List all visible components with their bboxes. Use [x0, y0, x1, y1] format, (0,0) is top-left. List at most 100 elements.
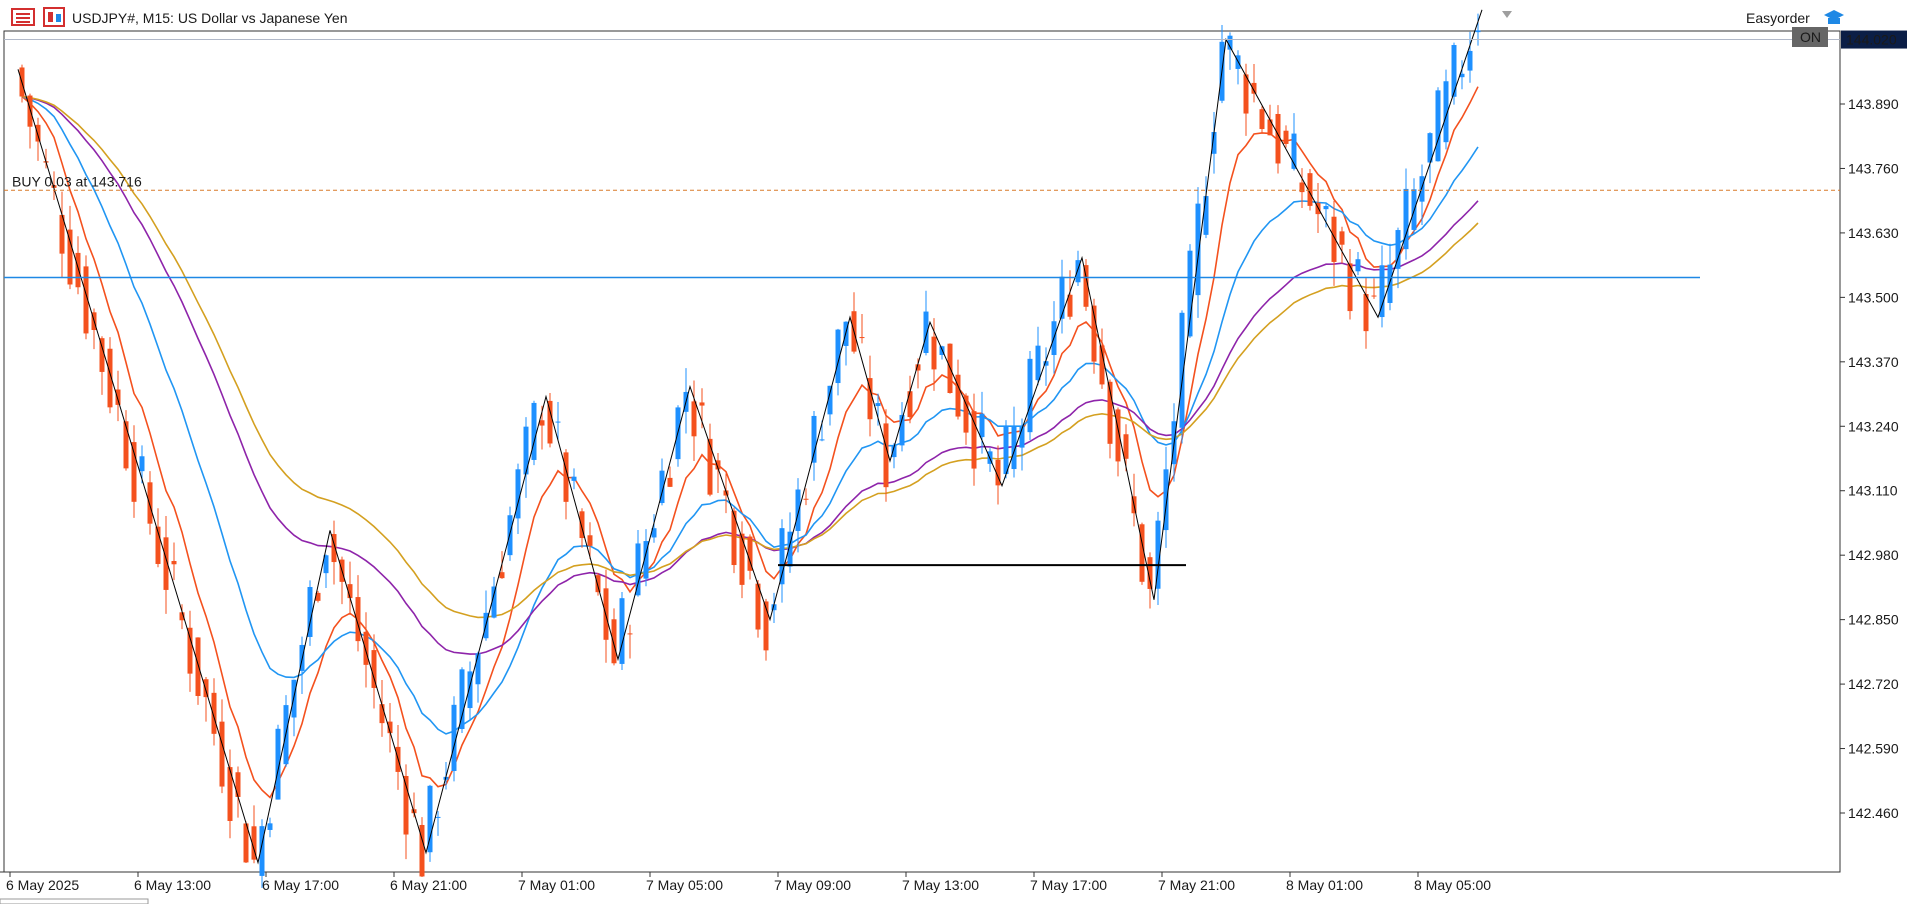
candle-body[interactable]	[1163, 469, 1169, 531]
candle-body[interactable]	[1451, 45, 1457, 97]
candle-body[interactable]	[819, 439, 825, 441]
candle-body[interactable]	[579, 511, 585, 539]
candle-body[interactable]	[1355, 259, 1361, 272]
candle-body[interactable]	[787, 531, 793, 567]
candle-body[interactable]	[99, 338, 105, 372]
candle-body[interactable]	[331, 534, 337, 563]
candle-body[interactable]	[955, 374, 961, 417]
candle-body[interactable]	[347, 584, 353, 599]
candle-body[interactable]	[219, 721, 225, 787]
candle-body[interactable]	[643, 541, 649, 579]
candle-body[interactable]	[891, 445, 897, 458]
candle-body[interactable]	[251, 826, 257, 860]
candle-body[interactable]	[587, 535, 593, 546]
candle-body[interactable]	[1227, 35, 1233, 50]
candle-body[interactable]	[1123, 434, 1129, 459]
candle-body[interactable]	[1459, 73, 1465, 78]
candle-body[interactable]	[931, 336, 937, 370]
candle-body[interactable]	[315, 592, 321, 601]
candle-body[interactable]	[539, 420, 545, 426]
candle-body[interactable]	[899, 414, 905, 446]
candle-body[interactable]	[435, 816, 441, 818]
candle-body[interactable]	[1067, 294, 1073, 317]
candle-body[interactable]	[659, 470, 665, 504]
candle-body[interactable]	[427, 785, 433, 853]
candle-body[interactable]	[59, 214, 65, 254]
candle-body[interactable]	[1259, 109, 1265, 130]
candle-body[interactable]	[635, 543, 641, 596]
candle-body[interactable]	[1403, 188, 1409, 250]
candle-body[interactable]	[523, 426, 529, 475]
candle-body[interactable]	[387, 721, 393, 734]
candle-body[interactable]	[803, 498, 809, 500]
candle-body[interactable]	[795, 489, 801, 531]
candle-body[interactable]	[627, 633, 633, 635]
candle-body[interactable]	[1331, 216, 1337, 262]
candle-body[interactable]	[227, 767, 233, 821]
candle-body[interactable]	[267, 823, 273, 830]
candle-body[interactable]	[963, 395, 969, 433]
candle-body[interactable]	[547, 400, 553, 444]
candle-body[interactable]	[1195, 203, 1201, 296]
candle-body[interactable]	[323, 555, 329, 574]
candle-body[interactable]	[1211, 131, 1217, 154]
candle-body[interactable]	[971, 411, 977, 469]
candle-body[interactable]	[1011, 426, 1017, 470]
candle-body[interactable]	[75, 252, 81, 288]
candle-body[interactable]	[379, 704, 385, 724]
candle-body[interactable]	[1347, 263, 1353, 312]
candle-body[interactable]	[1435, 90, 1441, 162]
candle-body[interactable]	[1043, 361, 1049, 366]
candle-body[interactable]	[907, 391, 913, 418]
candle-body[interactable]	[707, 438, 713, 495]
candle-body[interactable]	[1379, 265, 1385, 318]
candle-body[interactable]	[195, 637, 201, 696]
price-axis[interactable]: 143.890 143.760 143.630 143.500 143.370 143.2…	[1840, 96, 1899, 821]
candle-body[interactable]	[811, 415, 817, 463]
candle-body[interactable]	[699, 402, 705, 406]
candle-body[interactable]	[1275, 113, 1281, 164]
candle-body[interactable]	[1307, 173, 1313, 206]
candle-body[interactable]	[35, 124, 41, 142]
candle-body[interactable]	[1115, 409, 1121, 462]
candle-body[interactable]	[203, 679, 209, 698]
candle-body[interactable]	[1283, 130, 1289, 144]
candle-body[interactable]	[355, 597, 361, 642]
candle-body[interactable]	[1371, 295, 1377, 297]
candle-body[interactable]	[667, 477, 673, 487]
candle-body[interactable]	[515, 469, 521, 519]
candle-body[interactable]	[419, 824, 425, 877]
candle-body[interactable]	[779, 528, 785, 585]
candle-body[interactable]	[123, 421, 129, 469]
expert-hat-icon[interactable]	[1824, 10, 1844, 24]
candle-body[interactable]	[651, 528, 657, 538]
candle-body[interactable]	[27, 95, 33, 127]
candle-body[interactable]	[755, 583, 761, 630]
candle-body[interactable]	[835, 329, 841, 384]
candle-body[interactable]	[571, 476, 577, 481]
candle-body[interactable]	[179, 612, 185, 621]
candle-body[interactable]	[1099, 345, 1105, 385]
candle-body[interactable]	[1363, 294, 1369, 332]
candle-body[interactable]	[1155, 520, 1161, 589]
candle-body[interactable]	[979, 413, 985, 438]
candle-body[interactable]	[595, 575, 601, 593]
candle-body[interactable]	[1091, 305, 1097, 362]
candle-body[interactable]	[1339, 231, 1345, 245]
candle-body[interactable]	[1075, 260, 1081, 283]
candle-body[interactable]	[1419, 176, 1425, 202]
candle-body[interactable]	[715, 460, 721, 470]
candle-body[interactable]	[67, 229, 73, 285]
candle-body[interactable]	[155, 526, 161, 564]
candle-body[interactable]	[995, 459, 1001, 486]
horizontal-scrollbar[interactable]	[0, 898, 149, 904]
candle-body[interactable]	[171, 560, 177, 565]
candle-body[interactable]	[275, 728, 281, 800]
candle-body[interactable]	[827, 385, 833, 415]
candle-body[interactable]	[459, 669, 465, 729]
candle-body[interactable]	[1019, 426, 1025, 448]
candle-body[interactable]	[1475, 30, 1481, 33]
candle-body[interactable]	[1299, 182, 1305, 193]
candle-body[interactable]	[475, 653, 481, 685]
candle-body[interactable]	[467, 671, 473, 709]
